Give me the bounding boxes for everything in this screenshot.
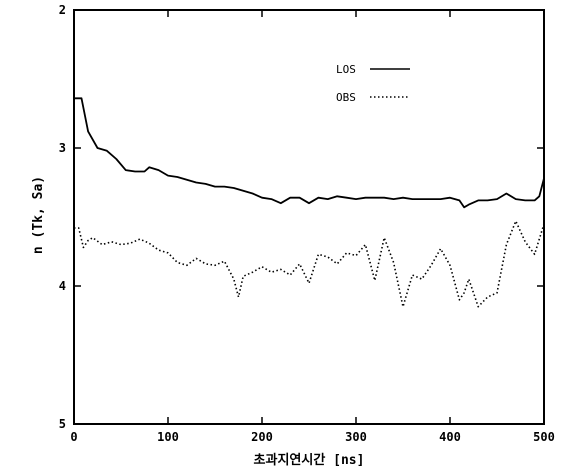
series-line-los [74, 97, 545, 209]
series-layer [74, 97, 545, 308]
y-tick-label: 2 [59, 3, 66, 17]
plot-axes [73, 9, 545, 425]
y-tick-label: 4 [59, 279, 66, 293]
x-tick-label: 400 [439, 430, 461, 444]
y-tick-label: 5 [59, 417, 66, 431]
x-tick-label: 200 [251, 430, 273, 444]
series-line-obs [74, 220, 545, 308]
x-tick-label: 0 [70, 430, 77, 444]
x-tick-label: 100 [157, 430, 179, 444]
x-axis-label: 초과지연시간 [ns] [254, 452, 365, 468]
legend: LOS OBS [336, 63, 410, 104]
x-tick-label: 300 [345, 430, 367, 444]
plot-frame [73, 9, 545, 425]
legend-label-obs: OBS [336, 91, 356, 104]
axis-ticks: 0 100 200 300 400 500 2 3 4 5 [59, 3, 555, 444]
legend-label-los: LOS [336, 63, 356, 76]
y-tick-label: 3 [59, 141, 66, 155]
y-axis-label: n (Tk, Sa) [31, 176, 46, 254]
x-tick-label: 500 [533, 430, 555, 444]
